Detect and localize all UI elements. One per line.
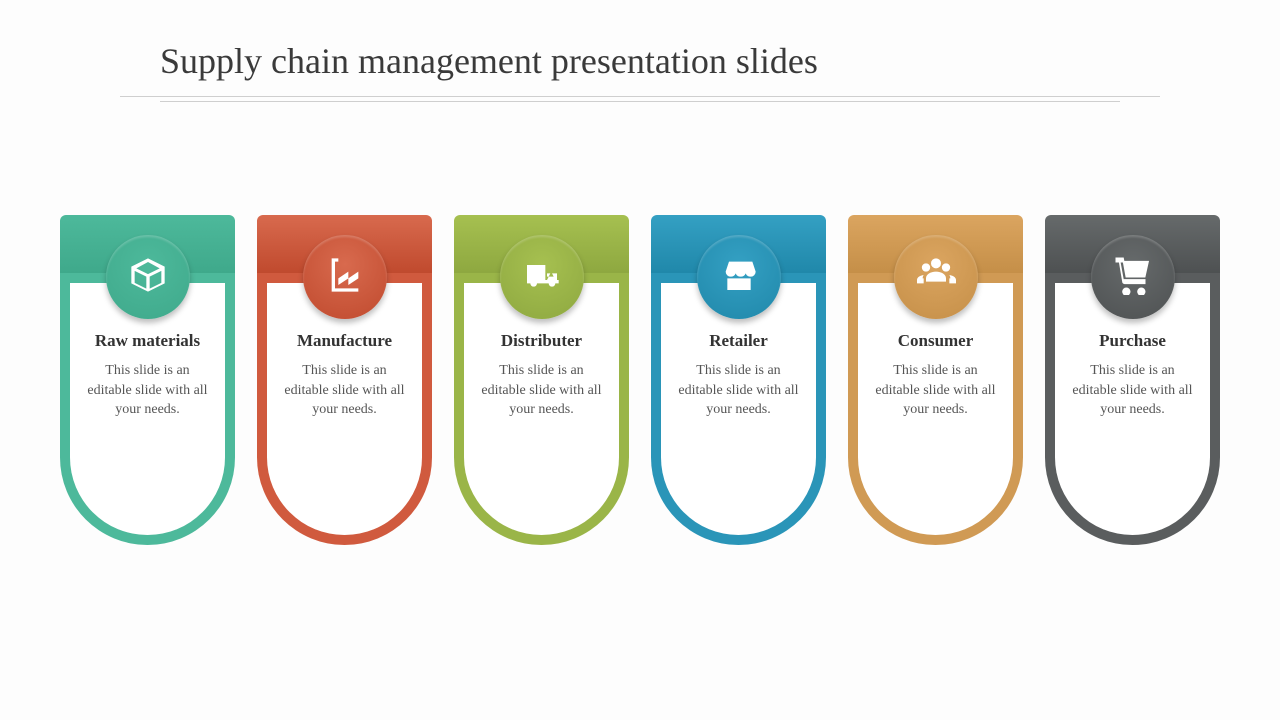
title-rules [120, 96, 1160, 102]
card-row: Raw materials This slide is an editable … [60, 215, 1220, 545]
card-description: This slide is an editable slide with all… [279, 361, 410, 420]
icon-circle [106, 235, 190, 319]
rule-1 [120, 96, 1160, 97]
icon-circle [1091, 235, 1175, 319]
icon-circle [697, 235, 781, 319]
card-body-inner: Distributer This slide is an editable sl… [464, 283, 619, 535]
card-manufacture: Manufacture This slide is an editable sl… [257, 215, 432, 545]
card-title: Retailer [673, 331, 804, 351]
card-body-inner: Purchase This slide is an editable slide… [1055, 283, 1210, 535]
icon-circle [303, 235, 387, 319]
slide: Supply chain management presentation sli… [0, 0, 1280, 720]
card-body-inner: Manufacture This slide is an editable sl… [267, 283, 422, 535]
card-description: This slide is an editable slide with all… [673, 361, 804, 420]
card-title: Raw materials [82, 331, 213, 351]
card-body-inner: Raw materials This slide is an editable … [70, 283, 225, 535]
card-purchase: Purchase This slide is an editable slide… [1045, 215, 1220, 545]
rule-2 [160, 101, 1120, 102]
icon-circle [894, 235, 978, 319]
store-icon [719, 255, 759, 300]
people-icon [916, 255, 956, 300]
cart-icon [1113, 255, 1153, 300]
box-icon [128, 255, 168, 300]
card-distributer: Distributer This slide is an editable sl… [454, 215, 629, 545]
truck-icon [522, 255, 562, 300]
card-description: This slide is an editable slide with all… [870, 361, 1001, 420]
card-consumer: Consumer This slide is an editable slide… [848, 215, 1023, 545]
card-body-inner: Retailer This slide is an editable slide… [661, 283, 816, 535]
card-title: Manufacture [279, 331, 410, 351]
card-raw-materials: Raw materials This slide is an editable … [60, 215, 235, 545]
card-description: This slide is an editable slide with all… [476, 361, 607, 420]
card-title: Consumer [870, 331, 1001, 351]
card-title: Purchase [1067, 331, 1198, 351]
card-description: This slide is an editable slide with all… [82, 361, 213, 420]
icon-circle [500, 235, 584, 319]
slide-title: Supply chain management presentation sli… [160, 40, 1220, 82]
card-retailer: Retailer This slide is an editable slide… [651, 215, 826, 545]
card-description: This slide is an editable slide with all… [1067, 361, 1198, 420]
factory-icon [325, 255, 365, 300]
card-body-inner: Consumer This slide is an editable slide… [858, 283, 1013, 535]
card-title: Distributer [476, 331, 607, 351]
